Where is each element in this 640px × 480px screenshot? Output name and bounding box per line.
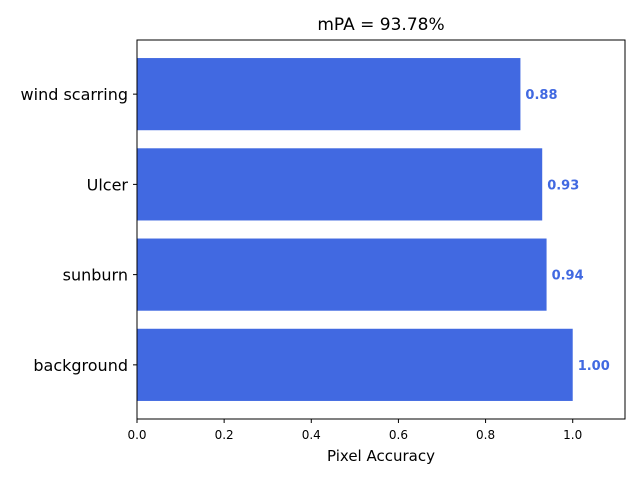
- value-labels-group: 1.00 0.94 0.93 0.88: [525, 88, 609, 374]
- bar-background: [137, 328, 573, 401]
- y-tick-label: wind scarring: [21, 85, 128, 104]
- bar-ulcer: [137, 148, 543, 221]
- x-tick-label: 0.6: [389, 428, 408, 442]
- bar-wind-scarring: [137, 58, 521, 131]
- chart-title: mPA = 93.78%: [317, 15, 444, 35]
- y-tick-label: sunburn: [63, 266, 128, 285]
- plot-frame: [136, 39, 626, 420]
- x-tick-label: 0.4: [302, 428, 321, 442]
- y-axis-ticks: background sunburn Ulcer wind scarring: [21, 85, 137, 375]
- x-axis-ticks: 0.0 0.2 0.4 0.6 0.8 1.0: [127, 419, 582, 442]
- value-label: 0.94: [552, 269, 584, 284]
- x-tick-label: 1.0: [563, 428, 582, 442]
- x-tick-label: 0.8: [476, 428, 495, 442]
- y-tick-label: background: [33, 356, 128, 375]
- bars-group: [137, 58, 573, 401]
- value-label: 0.88: [525, 88, 557, 103]
- x-tick-label: 0.0: [127, 428, 146, 442]
- bar-sunburn: [137, 238, 547, 311]
- y-tick-label: Ulcer: [87, 175, 129, 194]
- value-label: 1.00: [578, 359, 610, 374]
- x-tick-label: 0.2: [215, 428, 234, 442]
- x-axis-label: Pixel Accuracy: [327, 447, 435, 465]
- value-label: 0.93: [547, 178, 579, 193]
